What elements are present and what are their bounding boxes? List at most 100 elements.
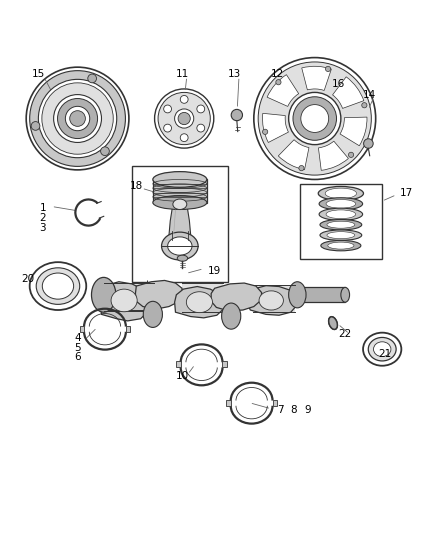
Bar <box>132 166 228 282</box>
Ellipse shape <box>70 111 85 126</box>
Wedge shape <box>318 141 348 171</box>
Ellipse shape <box>155 89 214 148</box>
Ellipse shape <box>92 277 116 312</box>
Wedge shape <box>302 66 332 91</box>
Ellipse shape <box>168 237 192 255</box>
Text: 17: 17 <box>399 188 413 198</box>
Ellipse shape <box>30 262 86 310</box>
Bar <box>300 184 382 259</box>
Ellipse shape <box>222 303 241 329</box>
Text: 20: 20 <box>21 273 34 284</box>
Ellipse shape <box>368 337 396 361</box>
Wedge shape <box>267 75 299 107</box>
Text: 4: 4 <box>74 333 81 343</box>
Circle shape <box>276 79 281 85</box>
Ellipse shape <box>39 79 117 158</box>
Polygon shape <box>175 287 224 318</box>
Text: 22: 22 <box>339 329 352 339</box>
Ellipse shape <box>320 230 362 240</box>
Polygon shape <box>253 285 295 312</box>
Text: 16: 16 <box>332 79 345 88</box>
Wedge shape <box>278 140 309 169</box>
Circle shape <box>231 109 243 120</box>
Polygon shape <box>153 180 207 203</box>
Ellipse shape <box>374 342 391 357</box>
Ellipse shape <box>293 97 336 140</box>
Ellipse shape <box>319 198 363 210</box>
Ellipse shape <box>186 292 212 313</box>
Ellipse shape <box>254 58 376 180</box>
Circle shape <box>180 95 188 103</box>
Polygon shape <box>223 361 227 367</box>
Circle shape <box>262 129 268 134</box>
Polygon shape <box>126 326 130 332</box>
Text: 5: 5 <box>74 343 81 353</box>
Polygon shape <box>169 204 191 240</box>
Circle shape <box>197 105 205 113</box>
Wedge shape <box>340 117 367 146</box>
Ellipse shape <box>153 196 207 209</box>
Ellipse shape <box>289 92 341 144</box>
Circle shape <box>101 147 110 156</box>
Ellipse shape <box>42 83 113 154</box>
Polygon shape <box>211 283 261 311</box>
Ellipse shape <box>318 187 364 200</box>
Wedge shape <box>332 77 364 108</box>
Text: 13: 13 <box>228 69 241 79</box>
Polygon shape <box>80 326 84 332</box>
Text: 2: 2 <box>39 213 46 223</box>
Ellipse shape <box>301 104 328 133</box>
Circle shape <box>88 74 96 83</box>
Text: 10: 10 <box>176 371 189 381</box>
Circle shape <box>31 122 40 130</box>
Text: 11: 11 <box>175 69 189 79</box>
Text: 1: 1 <box>39 203 46 213</box>
Circle shape <box>364 139 373 148</box>
Wedge shape <box>262 114 289 142</box>
Ellipse shape <box>289 282 306 308</box>
Circle shape <box>299 166 304 171</box>
Ellipse shape <box>42 273 74 299</box>
Ellipse shape <box>143 301 162 327</box>
Text: 9: 9 <box>304 405 311 415</box>
Ellipse shape <box>175 109 194 128</box>
Polygon shape <box>247 286 297 315</box>
Circle shape <box>362 103 367 108</box>
Polygon shape <box>294 287 345 302</box>
Ellipse shape <box>57 99 98 139</box>
Ellipse shape <box>178 112 190 125</box>
Ellipse shape <box>320 220 362 230</box>
Ellipse shape <box>328 242 354 249</box>
Text: 15: 15 <box>32 69 45 79</box>
Circle shape <box>164 105 172 113</box>
Text: 7: 7 <box>277 405 283 415</box>
Polygon shape <box>99 282 149 321</box>
Ellipse shape <box>162 232 198 260</box>
Ellipse shape <box>259 291 283 310</box>
Ellipse shape <box>111 289 137 312</box>
Ellipse shape <box>321 240 361 251</box>
Ellipse shape <box>341 287 350 302</box>
Text: 14: 14 <box>363 90 376 100</box>
Ellipse shape <box>30 71 125 166</box>
Polygon shape <box>177 361 181 367</box>
Ellipse shape <box>53 94 102 142</box>
Polygon shape <box>226 400 231 406</box>
Text: 8: 8 <box>290 405 297 415</box>
Circle shape <box>197 124 205 132</box>
Ellipse shape <box>153 172 207 187</box>
Ellipse shape <box>65 107 90 131</box>
Ellipse shape <box>158 92 210 144</box>
Ellipse shape <box>325 188 357 199</box>
Text: 12: 12 <box>271 69 284 79</box>
Ellipse shape <box>326 199 356 208</box>
Ellipse shape <box>26 67 129 170</box>
Ellipse shape <box>177 255 187 261</box>
Ellipse shape <box>258 62 371 175</box>
Text: 6: 6 <box>74 352 81 362</box>
Ellipse shape <box>326 210 356 219</box>
Polygon shape <box>104 283 154 311</box>
Text: 3: 3 <box>39 223 46 233</box>
Ellipse shape <box>363 333 401 366</box>
Polygon shape <box>272 400 277 406</box>
